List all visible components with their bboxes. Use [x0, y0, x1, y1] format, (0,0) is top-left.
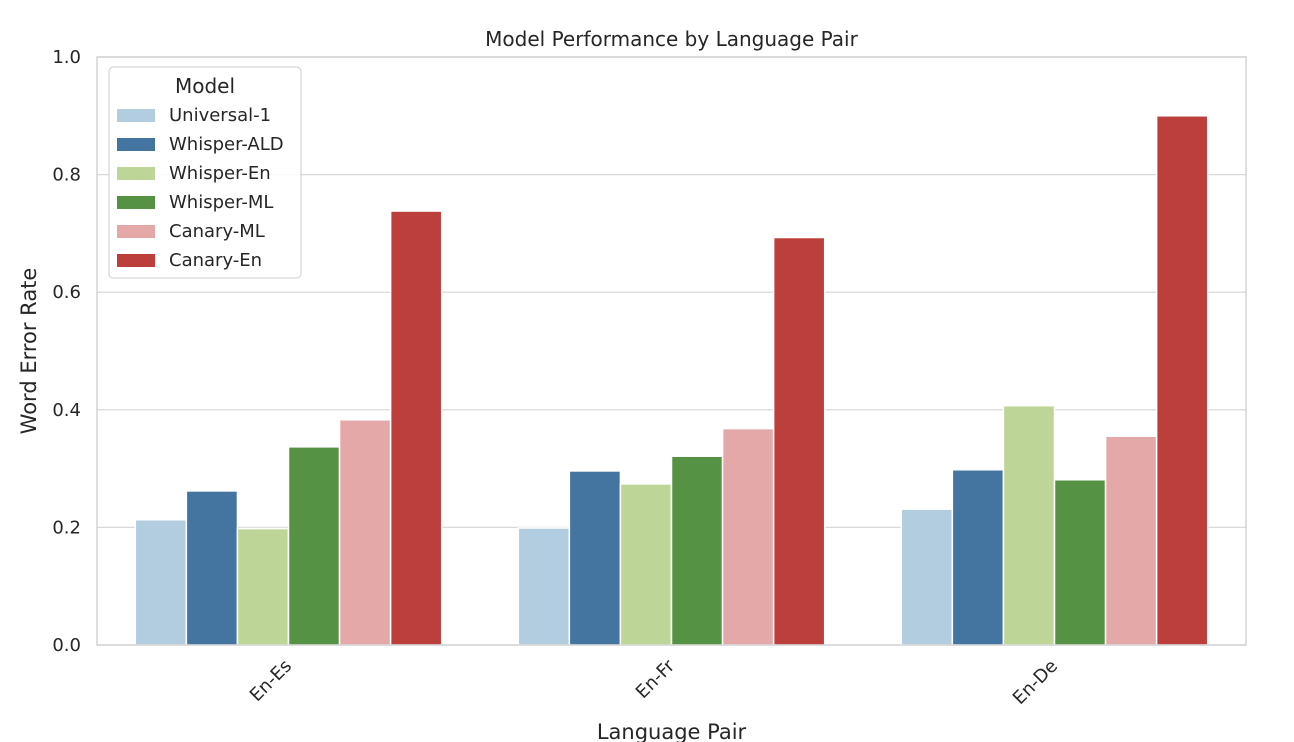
y-tick-label: 0.2: [52, 517, 81, 538]
legend-item: Whisper-ALD: [117, 134, 284, 155]
x-tick-label: En-De: [1009, 656, 1062, 709]
y-tick-label: 0.8: [52, 165, 81, 186]
x-tick-labels: En-Es En-Fr En-De: [246, 655, 1062, 709]
plot-frame: [96, 56, 1247, 646]
legend-label: Whisper-ML: [169, 192, 273, 213]
bar-canary-en-en-de: [1155, 115, 1209, 646]
bar-universal-1-en-de: [900, 508, 954, 646]
bar-whisper-en-en-fr: [619, 483, 673, 646]
legend-swatch: [117, 109, 155, 122]
y-tick-labels: 0.0 0.2 0.4 0.6 0.8 1.0: [52, 47, 81, 656]
legend-title: Model: [175, 74, 235, 98]
legend-item: Whisper-ML: [117, 192, 273, 213]
y-tick-label: 1.0: [52, 47, 81, 68]
y-axis-label: Word Error Rate: [17, 268, 41, 435]
bar-universal-1-en-es: [134, 519, 188, 646]
bar-whisper-ml-en-es: [287, 446, 341, 646]
x-tick-label: En-Fr: [632, 655, 680, 703]
chart-title: Model Performance by Language Pair: [485, 27, 858, 51]
bar-canary-ml-en-es: [338, 419, 392, 646]
bar-canary-ml-en-fr: [721, 427, 775, 646]
x-axis-label: Language Pair: [597, 720, 747, 742]
legend-swatch: [117, 254, 155, 267]
y-tick-label: 0.0: [52, 635, 81, 656]
y-tick-label: 0.4: [52, 400, 81, 421]
legend-item: Canary-En: [117, 250, 262, 271]
bar-canary-en-en-es: [389, 210, 443, 646]
legend-label: Whisper-En: [169, 163, 271, 184]
bar-whisper-ald-en-es: [185, 490, 239, 646]
bars: [134, 115, 1209, 646]
legend-swatch: [117, 138, 155, 151]
bar-whisper-ald-en-de: [951, 469, 1005, 646]
legend-label: Canary-En: [169, 250, 262, 271]
legend-item: Canary-ML: [117, 221, 265, 242]
legend-items: Universal-1 Whisper-ALD Whisper-En Whisper-…: [117, 105, 284, 271]
bar-whisper-ml-en-de: [1053, 479, 1107, 646]
bar-canary-en-en-fr: [772, 236, 826, 646]
bar-canary-ml-en-de: [1104, 435, 1158, 646]
legend-swatch: [117, 225, 155, 238]
bar-universal-1-en-fr: [517, 527, 571, 646]
legend-label: Whisper-ALD: [169, 134, 284, 155]
legend-label: Universal-1: [169, 105, 271, 126]
legend-swatch: [117, 167, 155, 180]
bar-whisper-en-en-de: [1002, 404, 1056, 646]
legend-label: Canary-ML: [169, 221, 265, 242]
legend-swatch: [117, 196, 155, 209]
legend-item: Universal-1: [117, 105, 271, 126]
bar-whisper-ml-en-fr: [670, 455, 724, 646]
x-tick-label: En-Es: [246, 656, 296, 706]
legend-item: Whisper-En: [117, 163, 271, 184]
bar-whisper-en-en-es: [236, 527, 290, 646]
y-tick-label: 0.6: [52, 282, 81, 303]
legend: Model Universal-1 Whisper-ALD Whisper-En Wh…: [108, 66, 302, 279]
bar-whisper-ald-en-fr: [568, 470, 622, 646]
legend-box: [108, 66, 302, 279]
